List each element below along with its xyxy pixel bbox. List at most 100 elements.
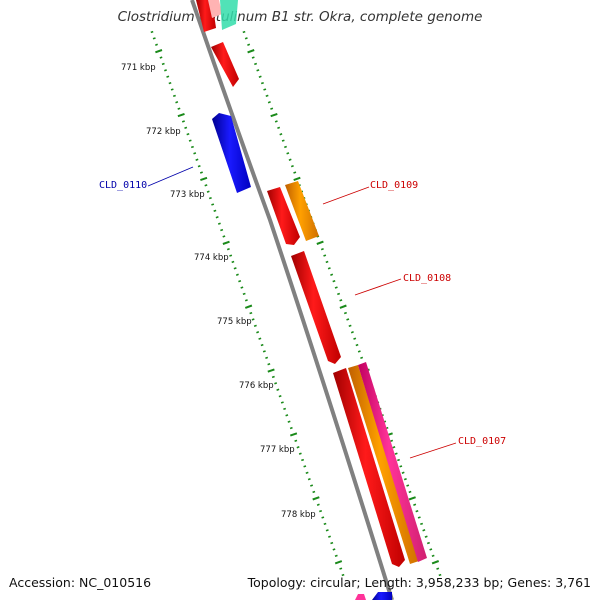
outer-major-tick: [293, 176, 301, 182]
gene-cld-0109-red[interactable]: [267, 187, 300, 245]
inner-minor-tick: [307, 477, 311, 481]
inner-minor-tick: [240, 286, 244, 289]
inner-minor-tick: [334, 554, 338, 558]
gene-cld-0107-orange[interactable]: [348, 365, 419, 564]
inner-major-tick: [289, 432, 298, 437]
inner-minor-tick: [285, 414, 289, 417]
inner-minor-tick: [312, 490, 316, 494]
outer-major-tick: [431, 560, 440, 565]
inner-minor-tick: [319, 509, 323, 513]
outer-minor-tick: [277, 126, 281, 130]
gene-label-cld-0109[interactable]: CLD_0109: [370, 180, 418, 191]
inner-minor-tick: [341, 573, 345, 577]
inner-minor-tick: [323, 522, 327, 526]
outer-minor-tick: [348, 324, 352, 328]
inner-minor-tick: [186, 133, 190, 136]
inner-major-tick: [267, 368, 275, 373]
gene-feature-top-pink[interactable]: [208, 0, 222, 18]
inner-minor-tick: [168, 81, 172, 85]
outer-minor-tick: [334, 286, 338, 289]
outer-minor-tick: [263, 88, 267, 91]
outer-minor-tick: [350, 331, 354, 334]
outer-minor-tick: [330, 273, 334, 276]
leader-line-cld-0109: [322, 186, 370, 205]
inner-minor-tick: [177, 107, 181, 110]
outer-minor-tick: [436, 567, 440, 570]
inner-minor-tick: [164, 69, 167, 72]
outer-minor-tick: [406, 484, 410, 487]
outer-minor-tick: [323, 254, 327, 257]
outer-minor-tick: [332, 279, 336, 283]
inner-minor-tick: [283, 407, 287, 411]
inner-major-tick: [155, 49, 163, 54]
scale-label-778: 778 kbp: [281, 510, 316, 520]
inner-minor-tick: [231, 260, 235, 264]
gene-cld-0110[interactable]: [212, 113, 251, 193]
outer-minor-tick: [422, 529, 426, 532]
inner-major-tick: [200, 176, 208, 182]
leader-line-cld-0110: [147, 166, 194, 187]
inner-minor-tick: [188, 139, 192, 142]
outer-minor-tick: [397, 458, 400, 462]
outer-minor-tick: [431, 554, 435, 558]
outer-minor-tick: [286, 152, 290, 155]
inner-minor-tick: [159, 56, 163, 59]
inner-minor-tick: [321, 516, 325, 519]
inner-minor-tick: [274, 382, 278, 385]
scale-label-771: 771 kbp: [121, 63, 156, 73]
inner-minor-tick: [190, 145, 194, 149]
inner-minor-tick: [253, 324, 257, 328]
gene-label-cld-0108[interactable]: CLD_0108: [403, 273, 451, 284]
inner-minor-tick: [217, 222, 221, 225]
gene-feature-bottom-blue[interactable]: [372, 592, 392, 600]
scale-label-773: 773 kbp: [170, 190, 205, 200]
outer-minor-tick: [438, 573, 442, 577]
inner-minor-tick: [249, 311, 253, 315]
inner-minor-tick: [310, 484, 314, 487]
outer-minor-tick: [242, 30, 246, 34]
outer-minor-tick: [327, 267, 331, 270]
inner-tick-track: [150, 30, 345, 577]
accession-text: Accession: NC_010516: [9, 575, 152, 590]
inner-minor-tick: [303, 465, 307, 468]
inner-minor-tick: [155, 43, 158, 46]
scale-label-777: 777 kbp: [260, 445, 295, 455]
inner-minor-tick: [220, 228, 224, 232]
outer-minor-tick: [346, 318, 350, 321]
gene-cld-0107-pink[interactable]: [358, 362, 427, 562]
outer-minor-tick: [284, 145, 287, 149]
outer-minor-tick: [424, 535, 428, 538]
gene-cld-0109-orange[interactable]: [285, 181, 319, 241]
inner-minor-tick: [184, 126, 188, 130]
scale-labels: 771 kbp 772 kbp 773 kbp 774 kbp 775 kbp …: [121, 63, 316, 520]
scale-label-775: 775 kbp: [217, 317, 252, 327]
outer-minor-tick: [355, 343, 359, 347]
outer-minor-tick: [415, 509, 419, 513]
inner-minor-tick: [175, 101, 179, 104]
gene-cld-0108[interactable]: [291, 251, 341, 364]
outer-minor-tick: [320, 248, 324, 251]
inner-minor-tick: [170, 88, 174, 91]
gene-label-cld-0110[interactable]: CLD_0110: [99, 180, 147, 191]
gene-feature-top-teal[interactable]: [220, 0, 238, 30]
outer-minor-tick: [353, 337, 357, 340]
inner-major-tick: [312, 496, 320, 501]
inner-major-tick: [222, 240, 230, 245]
inner-minor-tick: [208, 196, 212, 200]
gene-cld-0107-red[interactable]: [333, 368, 405, 567]
inner-minor-tick: [271, 375, 275, 379]
outer-minor-tick: [251, 56, 255, 59]
inner-minor-tick: [316, 503, 320, 506]
inner-minor-tick: [267, 363, 271, 366]
inner-minor-tick: [235, 273, 239, 276]
inner-minor-tick: [244, 299, 248, 302]
outer-minor-tick: [390, 439, 394, 443]
gene-feature-bottom-pink[interactable]: [355, 594, 366, 600]
outer-minor-tick: [417, 516, 421, 519]
gene-forward-top[interactable]: [211, 42, 239, 87]
inner-minor-tick: [172, 94, 176, 98]
gene-label-cld-0107[interactable]: CLD_0107: [458, 436, 506, 447]
leader-line-cld-0107: [409, 442, 457, 459]
outer-minor-tick: [339, 299, 343, 302]
